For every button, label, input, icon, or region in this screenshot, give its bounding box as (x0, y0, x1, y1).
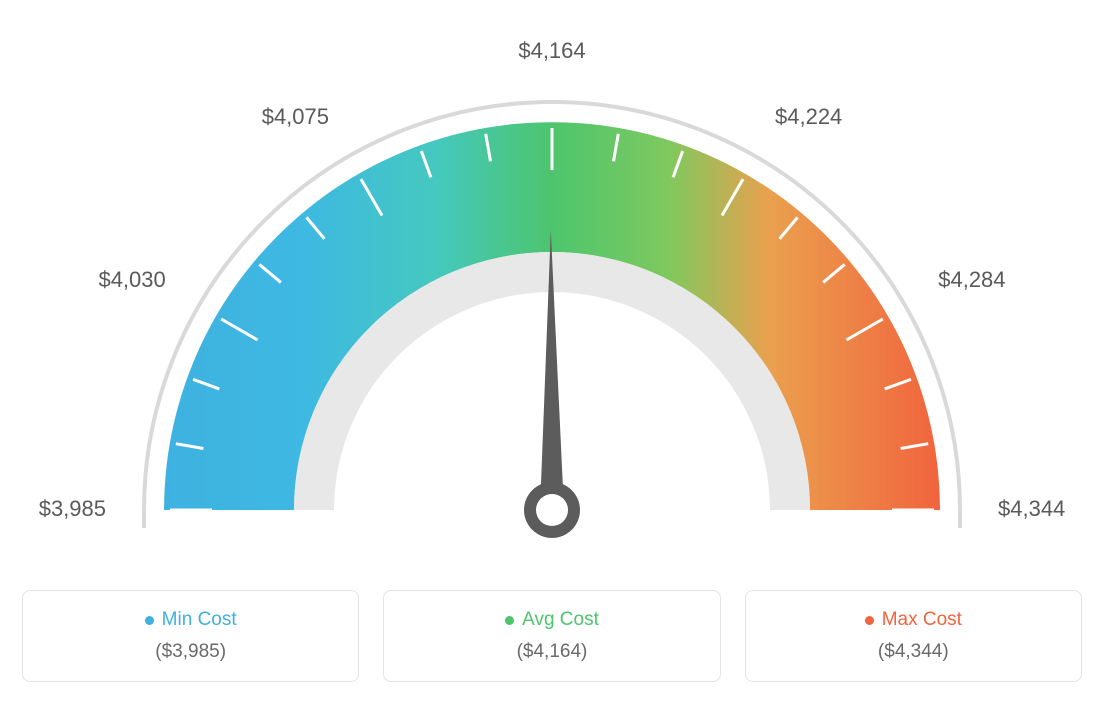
dot-icon (505, 616, 514, 625)
svg-text:$4,030: $4,030 (98, 267, 165, 292)
svg-text:$4,164: $4,164 (518, 38, 585, 63)
legend-label: Max Cost (882, 609, 962, 631)
legend-row: Min Cost ($3,985) Avg Cost ($4,164) Max … (22, 590, 1082, 682)
legend-title-min: Min Cost (35, 609, 346, 631)
svg-text:$4,075: $4,075 (262, 104, 329, 129)
cost-gauge-chart: $3,985 $4,030 $4,075 $4,164 $4,224 $4,284 $4,3… (22, 20, 1082, 682)
legend-title-max: Max Cost (758, 609, 1069, 631)
legend-value: ($4,344) (758, 641, 1069, 663)
legend-label: Min Cost (162, 609, 237, 631)
svg-text:$4,344: $4,344 (998, 496, 1065, 521)
legend-label: Avg Cost (522, 609, 599, 631)
legend-card-min: Min Cost ($3,985) (22, 590, 359, 682)
svg-text:$3,985: $3,985 (39, 496, 106, 521)
gauge-svg: $3,985 $4,030 $4,075 $4,164 $4,224 $4,284 $4,3… (22, 20, 1082, 580)
legend-card-avg: Avg Cost ($4,164) (383, 590, 720, 682)
legend-value: ($4,164) (396, 641, 707, 663)
dot-icon (865, 616, 874, 625)
svg-text:$4,284: $4,284 (938, 267, 1005, 292)
legend-value: ($3,985) (35, 641, 346, 663)
dot-icon (145, 616, 154, 625)
legend-card-max: Max Cost ($4,344) (745, 590, 1082, 682)
svg-text:$4,224: $4,224 (775, 104, 842, 129)
legend-title-avg: Avg Cost (396, 609, 707, 631)
